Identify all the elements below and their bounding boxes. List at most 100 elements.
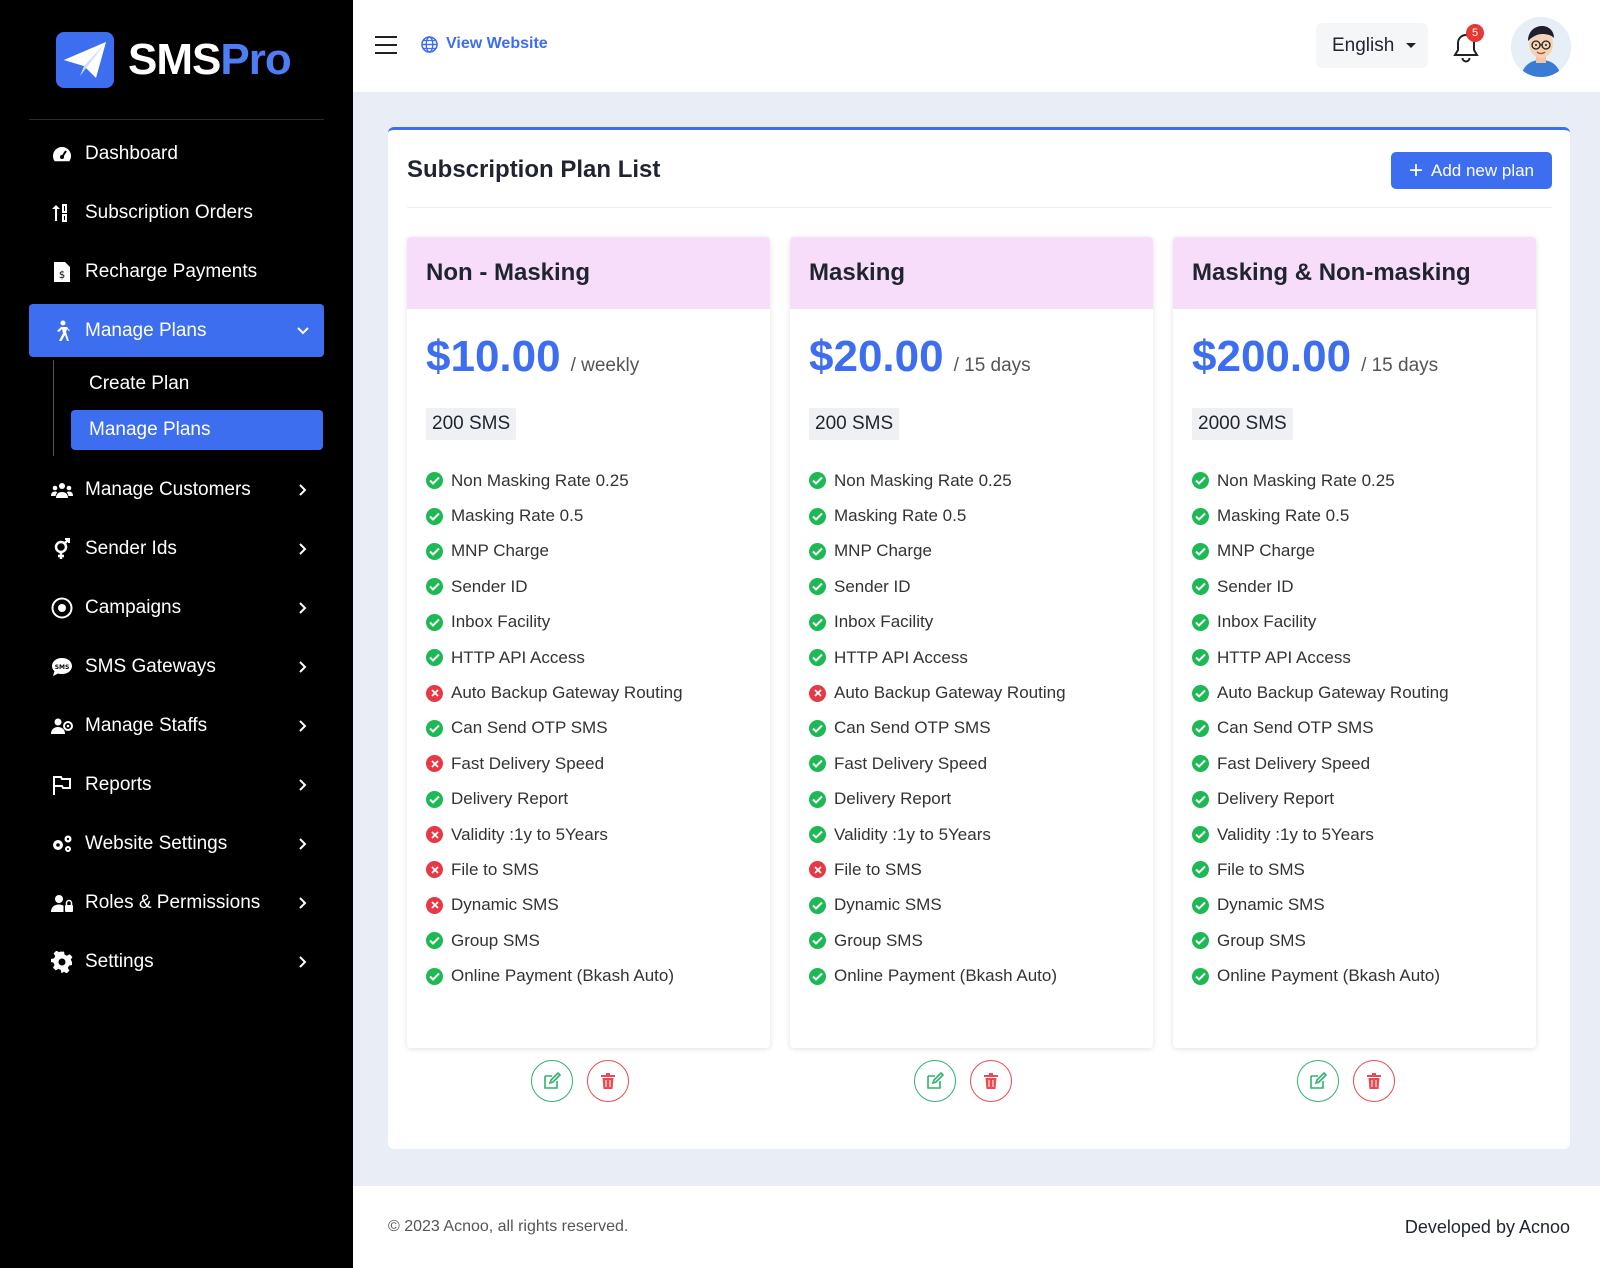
plus-icon: + xyxy=(1408,156,1423,184)
check-circle-icon xyxy=(809,649,826,667)
view-website-link[interactable]: View Website xyxy=(421,35,548,53)
sidebar-subitem-manage-plans[interactable]: Manage Plans xyxy=(71,410,323,450)
feature-label: Sender ID xyxy=(1217,576,1294,596)
sidebar-item-manage-staffs[interactable]: Manage Staffs xyxy=(29,696,324,755)
sidebar-item-settings[interactable]: Settings xyxy=(29,932,324,991)
check-circle-icon xyxy=(809,896,826,914)
feature-item: Auto Backup Gateway Routing xyxy=(809,675,1066,710)
sidebar-item-website-settings[interactable]: Website Settings xyxy=(29,814,324,873)
feature-item: Sender ID xyxy=(426,569,683,604)
sidebar-subitem-create-plan[interactable]: Create Plan xyxy=(89,373,190,394)
feature-item: Validity :1y to 5Years xyxy=(809,817,1066,852)
check-circle-icon xyxy=(1192,755,1209,773)
plan-price: $20.00 xyxy=(809,332,944,381)
check-circle-icon xyxy=(1192,578,1209,596)
page-title: Subscription Plan List xyxy=(407,156,661,183)
check-circle-icon xyxy=(426,578,443,596)
feature-label: Auto Backup Gateway Routing xyxy=(451,683,683,703)
feature-item: HTTP API Access xyxy=(426,640,683,675)
feature-item: Auto Backup Gateway Routing xyxy=(1192,675,1449,710)
feature-label: Fast Delivery Speed xyxy=(834,753,988,773)
language-select[interactable]: English xyxy=(1316,23,1428,68)
feature-label: Auto Backup Gateway Routing xyxy=(1217,683,1449,703)
check-circle-icon xyxy=(1192,649,1209,667)
trash-icon xyxy=(601,1073,615,1089)
sidebar-item-dashboard[interactable]: Dashboard xyxy=(29,124,324,183)
check-circle-icon xyxy=(426,613,443,631)
sidebar-item-subscription-orders[interactable]: Subscription Orders xyxy=(29,183,324,242)
feature-label: HTTP API Access xyxy=(451,647,585,667)
check-circle-icon xyxy=(1192,790,1209,808)
x-circle-icon xyxy=(809,684,826,702)
chevron-right-icon xyxy=(296,542,310,556)
feature-item: Fast Delivery Speed xyxy=(1192,746,1449,781)
developed-by-text: Developed by Acnoo xyxy=(1404,1217,1570,1237)
chevron-right-icon xyxy=(296,601,310,615)
add-new-plan-button[interactable]: + Add new plan xyxy=(1391,152,1552,189)
feature-label: Masking Rate 0.5 xyxy=(834,506,967,526)
feature-label: Inbox Facility xyxy=(834,612,934,632)
sidebar-item-manage-customers[interactable]: Manage Customers xyxy=(29,460,324,519)
feature-label: Validity :1y to 5Years xyxy=(1217,824,1374,844)
flag-icon xyxy=(51,774,73,796)
edit-plan-button[interactable] xyxy=(1297,1060,1339,1102)
feature-item: MNP Charge xyxy=(1192,534,1449,569)
feature-label: Can Send OTP SMS xyxy=(451,718,608,738)
menu-toggle-icon[interactable] xyxy=(375,36,397,54)
feature-item: Validity :1y to 5Years xyxy=(1192,817,1449,852)
plan-period: / 15 days xyxy=(953,355,1031,376)
feature-label: Group SMS xyxy=(834,930,923,950)
feature-item: Sender ID xyxy=(1192,569,1449,604)
sidebar-item-sender-ids[interactable]: Sender Ids xyxy=(29,519,324,578)
check-circle-icon xyxy=(809,613,826,631)
sidebar-item-recharge-payments[interactable]: $ Recharge Payments xyxy=(29,242,324,301)
check-circle-icon xyxy=(426,790,443,808)
sidebar-item-sms-gateways[interactable]: SMS SMS Gateways xyxy=(29,637,324,696)
x-circle-icon xyxy=(426,684,443,702)
sidebar-item-manage-plans[interactable]: Manage Plans xyxy=(29,304,324,357)
feature-item: Group SMS xyxy=(1192,923,1449,958)
feature-item: Group SMS xyxy=(426,923,683,958)
feature-label: Delivery Report xyxy=(451,789,569,809)
sidebar-item-reports[interactable]: Reports xyxy=(29,755,324,814)
edit-plan-button[interactable] xyxy=(531,1060,573,1102)
brand-logo[interactable]: SMSPro xyxy=(56,32,292,88)
delete-plan-button[interactable] xyxy=(587,1060,629,1102)
feature-item: Dynamic SMS xyxy=(809,888,1066,923)
feature-item: Masking Rate 0.5 xyxy=(426,498,683,533)
feature-label: Inbox Facility xyxy=(451,612,551,632)
footer: © 2023 Acnoo, all rights reserved. Devel… xyxy=(353,1186,1600,1268)
check-circle-icon xyxy=(809,472,826,490)
sms-count-badge: 2000 SMS xyxy=(1192,408,1293,440)
feature-item: Delivery Report xyxy=(809,782,1066,817)
plan-period: / 15 days xyxy=(1361,355,1439,376)
feature-list: Non Masking Rate 0.25 Masking Rate 0.5 MNP… xyxy=(426,463,683,994)
check-circle-icon xyxy=(809,790,826,808)
sidebar-item-roles-permissions[interactable]: Roles & Permissions xyxy=(29,873,324,932)
sidebar-item-campaigns[interactable]: Campaigns xyxy=(29,578,324,637)
check-circle-icon xyxy=(809,755,826,773)
feature-item: Fast Delivery Speed xyxy=(426,746,683,781)
edit-icon xyxy=(927,1072,944,1089)
delete-plan-button[interactable] xyxy=(970,1060,1012,1102)
feature-label: HTTP API Access xyxy=(834,647,968,667)
paper-plane-icon xyxy=(56,32,114,88)
feature-label: MNP Charge xyxy=(834,541,932,561)
user-lock-icon xyxy=(51,892,73,914)
check-circle-icon xyxy=(809,507,826,525)
avatar[interactable] xyxy=(1511,17,1571,77)
edit-plan-button[interactable] xyxy=(914,1060,956,1102)
feature-item: File to SMS xyxy=(426,852,683,887)
feature-label: Non Masking Rate 0.25 xyxy=(1217,470,1395,490)
feature-item: Non Masking Rate 0.25 xyxy=(1192,463,1449,498)
divider xyxy=(29,119,324,120)
delete-plan-button[interactable] xyxy=(1353,1060,1395,1102)
feature-item: Masking Rate 0.5 xyxy=(1192,498,1449,533)
feature-label: Can Send OTP SMS xyxy=(1217,718,1374,738)
feature-item: Group SMS xyxy=(809,923,1066,958)
price-row: $200.00 / 15 days xyxy=(1192,332,1438,382)
x-circle-icon xyxy=(809,861,826,879)
trash-icon xyxy=(1367,1073,1381,1089)
plan-actions xyxy=(914,1060,1012,1102)
manage-plans-submenu: Create Plan Manage Plans xyxy=(53,360,324,456)
